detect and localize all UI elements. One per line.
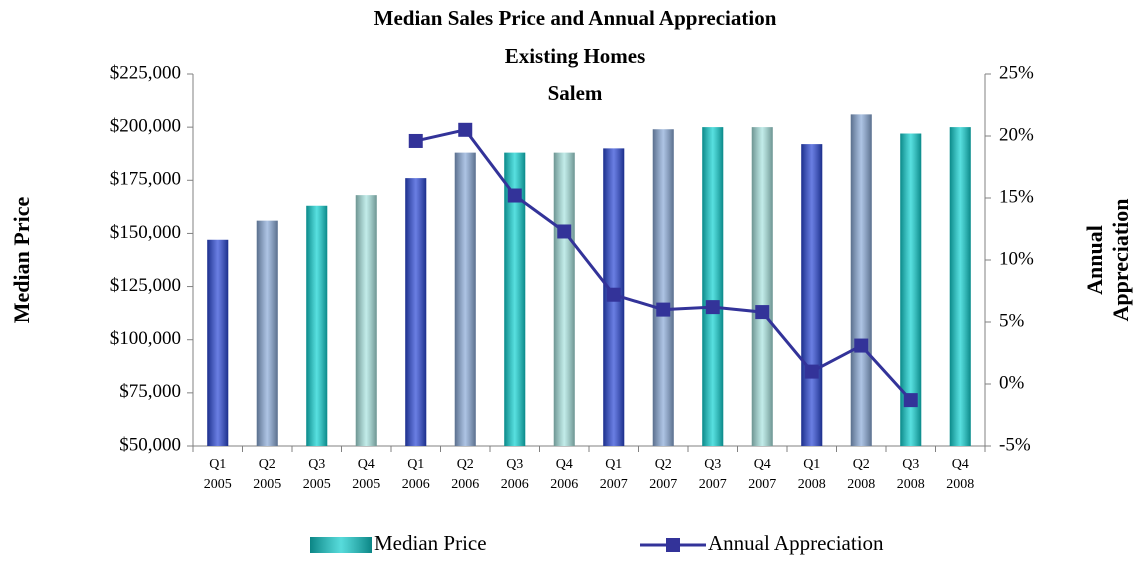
y-tick-label: $100,000	[110, 328, 181, 349]
marker	[557, 224, 572, 239]
x-tick-label: Q4 2005	[352, 457, 380, 492]
marker	[903, 393, 918, 408]
y2-tick-label: 25%	[999, 62, 1034, 83]
bar	[751, 127, 773, 447]
y2-tick-label: 5%	[999, 310, 1025, 331]
y-tick-label: $200,000	[110, 116, 181, 137]
y-tick-label: $125,000	[110, 275, 181, 296]
x-tick-label: Q3 2007	[699, 457, 727, 492]
bar	[454, 152, 476, 446]
x-tick-label: Q4 2007	[748, 457, 776, 492]
y2-axis-title: AnnualAppreciation	[1082, 198, 1133, 321]
bar	[949, 127, 971, 447]
bar	[702, 127, 724, 447]
bar	[256, 220, 278, 446]
y-tick-label: $225,000	[110, 62, 181, 83]
x-tick-label: Q1 2008	[798, 457, 826, 492]
x-tick-label: Q3 2008	[897, 457, 925, 492]
x-tick-label: Q1 2007	[600, 457, 628, 492]
marker	[656, 302, 671, 317]
bar	[355, 195, 377, 446]
x-tick-label: Q2 2008	[847, 457, 875, 492]
legend-label: Median Price	[374, 531, 487, 555]
y2-tick-label: 15%	[999, 186, 1034, 207]
x-tick-label: Q2 2006	[451, 457, 479, 492]
y2-tick-label: -5%	[999, 434, 1031, 455]
y2-tick-label: 10%	[999, 248, 1034, 269]
x-tick-label: Q2 2005	[253, 457, 281, 492]
x-tick-label: Q2 2007	[649, 457, 677, 492]
marker	[458, 122, 473, 137]
x-tick-label: Q3 2006	[501, 457, 529, 492]
bar	[652, 129, 674, 447]
marker	[755, 305, 770, 320]
marker	[408, 133, 423, 148]
bar	[801, 144, 823, 447]
bar	[207, 239, 229, 446]
x-tick-label: Q1 2006	[402, 457, 430, 492]
marker	[854, 338, 869, 353]
chart-subtitle: Existing Homes	[505, 44, 646, 68]
marker	[705, 300, 720, 315]
chart-subtitle: Salem	[548, 81, 603, 105]
legend-marker	[666, 538, 680, 552]
marker	[507, 188, 522, 203]
legend-label: Annual Appreciation	[708, 531, 884, 555]
bar	[405, 178, 427, 446]
x-tick-label: Q4 2006	[550, 457, 578, 492]
bar	[850, 114, 872, 446]
x-tick-label: Q4 2008	[946, 457, 974, 492]
x-tick-label: Q3 2005	[303, 457, 331, 492]
y-tick-label: $75,000	[119, 381, 181, 402]
y-tick-label: $175,000	[110, 169, 181, 190]
y2-tick-label: 20%	[999, 124, 1034, 145]
x-tick-label: Q1 2005	[204, 457, 232, 492]
chart-title: Median Sales Price and Annual Appreciati…	[374, 6, 777, 30]
y-tick-label: $150,000	[110, 222, 181, 243]
y2-tick-label: 0%	[999, 372, 1025, 393]
marker	[606, 287, 621, 302]
bar	[306, 205, 328, 446]
y-axis-title: Median Price	[9, 197, 34, 324]
marker	[804, 364, 819, 379]
y-tick-label: $50,000	[119, 434, 181, 455]
bar	[553, 152, 575, 446]
